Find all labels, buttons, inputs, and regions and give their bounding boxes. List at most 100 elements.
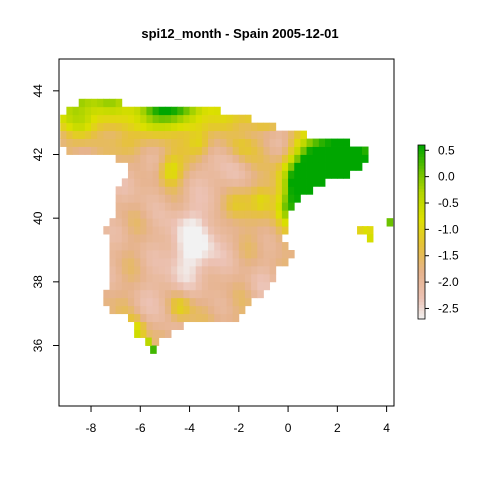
raster-cell <box>91 122 98 132</box>
legend-swatch <box>418 153 425 158</box>
raster-cell <box>201 106 209 116</box>
raster-cell <box>232 146 240 155</box>
raster-cell <box>232 130 240 139</box>
raster-cell <box>177 186 184 195</box>
raster-cell <box>158 202 166 211</box>
raster-cell <box>201 289 209 299</box>
raster-cell <box>244 138 252 147</box>
raster-cell <box>164 226 172 235</box>
raster-cell <box>121 210 129 219</box>
raster-cell <box>275 202 283 211</box>
legend-tick-label: -1.5 <box>438 249 459 263</box>
raster-cell <box>158 218 166 227</box>
raster-cell <box>121 202 129 211</box>
raster-cell <box>134 250 141 259</box>
raster-cell <box>140 122 147 132</box>
raster-cell <box>257 146 264 155</box>
raster-cell <box>220 289 227 299</box>
raster-cell <box>177 154 184 163</box>
raster-cell <box>152 226 160 235</box>
legend-tick-label: -1.0 <box>438 222 459 236</box>
raster-cell <box>152 257 160 267</box>
raster-cell <box>140 194 147 203</box>
raster-cell <box>109 250 117 259</box>
raster-cell <box>269 210 277 219</box>
raster-cell <box>134 289 141 299</box>
raster-cell <box>214 194 221 203</box>
raster-cell <box>97 130 104 139</box>
raster-cell <box>294 170 301 179</box>
raster-cell <box>232 122 240 132</box>
raster-cell <box>164 114 172 124</box>
raster-cell <box>214 202 221 211</box>
raster-cell <box>183 186 190 195</box>
raster-cell <box>226 130 234 139</box>
raster-cell <box>232 178 240 187</box>
raster-cell <box>208 146 215 155</box>
raster-cell <box>66 114 73 124</box>
raster-cell <box>318 154 326 163</box>
raster-cell <box>177 250 184 259</box>
raster-cell <box>244 226 252 235</box>
raster-cell <box>121 122 129 132</box>
raster-cell <box>115 265 123 275</box>
raster-cell <box>84 122 92 132</box>
raster-cell <box>97 98 104 108</box>
legend-swatch <box>418 203 425 207</box>
raster-cell <box>103 297 110 307</box>
raster-cell <box>306 154 314 163</box>
raster-cell <box>263 273 271 283</box>
raster-cell <box>152 202 160 211</box>
raster-cell <box>60 138 67 147</box>
legend-swatch <box>418 214 425 218</box>
color-legend: 0.5 0.0 -0.5 -1.0 -1.5 -2.0 -2.5 <box>417 143 459 320</box>
raster-cell <box>152 138 160 147</box>
raster-cell <box>201 218 209 227</box>
raster-cell <box>140 257 147 267</box>
raster-cell <box>201 130 209 139</box>
raster-cell <box>171 226 178 235</box>
raster-cell <box>220 226 227 235</box>
raster-cell <box>244 218 252 227</box>
raster-cell <box>325 162 332 171</box>
raster-cell <box>220 218 227 227</box>
raster-cell <box>183 305 190 315</box>
raster-cell <box>251 226 258 235</box>
legend-swatch <box>418 304 425 308</box>
raster-cell <box>244 122 252 132</box>
raster-cell <box>177 138 184 147</box>
raster-cell <box>208 257 215 267</box>
raster-cell <box>263 242 271 251</box>
legend-swatch <box>418 278 425 282</box>
raster-cell <box>244 154 252 163</box>
y-tick-label: 38 <box>31 275 45 289</box>
raster-cell <box>189 186 197 195</box>
raster-cell <box>109 257 117 267</box>
raster-cell <box>183 218 190 227</box>
raster-cell <box>251 273 258 283</box>
raster-cell <box>164 122 172 132</box>
raster-cell <box>281 218 289 227</box>
raster-cell <box>171 106 178 116</box>
raster-cell <box>300 186 307 195</box>
raster-cell <box>140 218 147 227</box>
raster-cell <box>251 138 258 147</box>
raster-cell <box>152 218 160 227</box>
legend-swatch <box>418 220 425 224</box>
raster-cell <box>171 194 178 203</box>
raster-cell <box>134 106 141 116</box>
legend-swatch <box>418 171 425 175</box>
raster-cell <box>177 313 184 323</box>
raster-cell <box>275 226 283 235</box>
raster-cell <box>146 313 153 323</box>
raster-cell <box>275 170 283 179</box>
raster-cell <box>238 265 246 275</box>
raster-cell <box>115 138 123 147</box>
raster-cell <box>226 265 234 275</box>
raster-cell <box>127 210 135 219</box>
raster-cell <box>214 265 221 275</box>
raster-cell <box>361 154 369 163</box>
raster-cell <box>152 289 160 299</box>
raster-cell <box>214 154 221 163</box>
raster-cell <box>189 281 197 291</box>
